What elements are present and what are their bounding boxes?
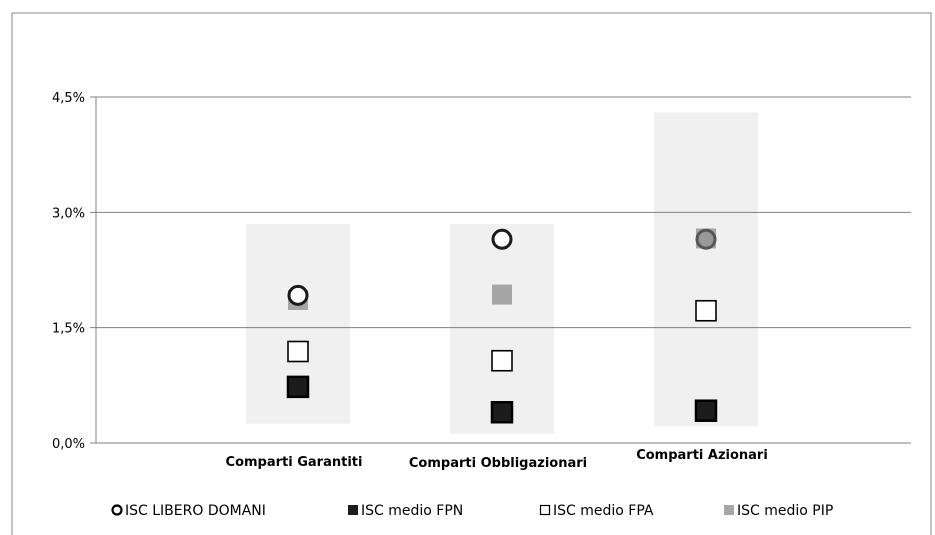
legend-swatch [348, 505, 358, 515]
legend-swatch [539, 504, 551, 516]
data-points [286, 228, 718, 424]
gridlines [90, 96, 911, 444]
y-axis-ticks: 0,0% 1,5% 3,0% 4,5% [52, 91, 85, 452]
marker-isc-libero-domani [287, 284, 309, 306]
marker-isc-medio-fpn [490, 400, 514, 424]
marker-isc-medio-fpa [491, 349, 513, 372]
category-label: Comparti Azionari [636, 448, 768, 463]
marker-isc-medio-fpn [694, 399, 718, 422]
y-tick-label: 1,5% [52, 322, 85, 337]
marker-isc-medio-fpa [287, 340, 309, 363]
marker-isc-libero-domani [491, 228, 513, 250]
legend-label: ISC medio FPN [361, 503, 463, 519]
marker-isc-medio-pip [492, 284, 512, 305]
legend-label: ISC medio PIP [737, 503, 833, 519]
marker-isc-libero-domani [695, 228, 717, 250]
range-bands [246, 112, 758, 434]
marker-isc-medio-fpn [286, 375, 310, 399]
legend-swatch [111, 504, 123, 516]
legend: ISC LIBERO DOMANI ISC medio FPN ISC medio … [111, 503, 833, 519]
legend-label: ISC medio FPA [553, 503, 654, 519]
marker-isc-medio-fpa [695, 299, 717, 322]
range-band-2 [450, 223, 554, 434]
range-band-3 [654, 112, 758, 427]
legend-swatch [724, 505, 734, 515]
y-tick-label: 0,0% [52, 437, 85, 452]
category-label: Comparti Obbligazionari [409, 456, 587, 471]
category-label: Comparti Garantiti [226, 455, 363, 470]
legend-label: ISC LIBERO DOMANI [125, 503, 266, 519]
y-tick-label: 4,5% [52, 91, 85, 106]
x-axis-categories: Comparti Garantiti Comparti Obbligazionar… [226, 448, 768, 471]
y-tick-label: 3,0% [52, 206, 85, 221]
